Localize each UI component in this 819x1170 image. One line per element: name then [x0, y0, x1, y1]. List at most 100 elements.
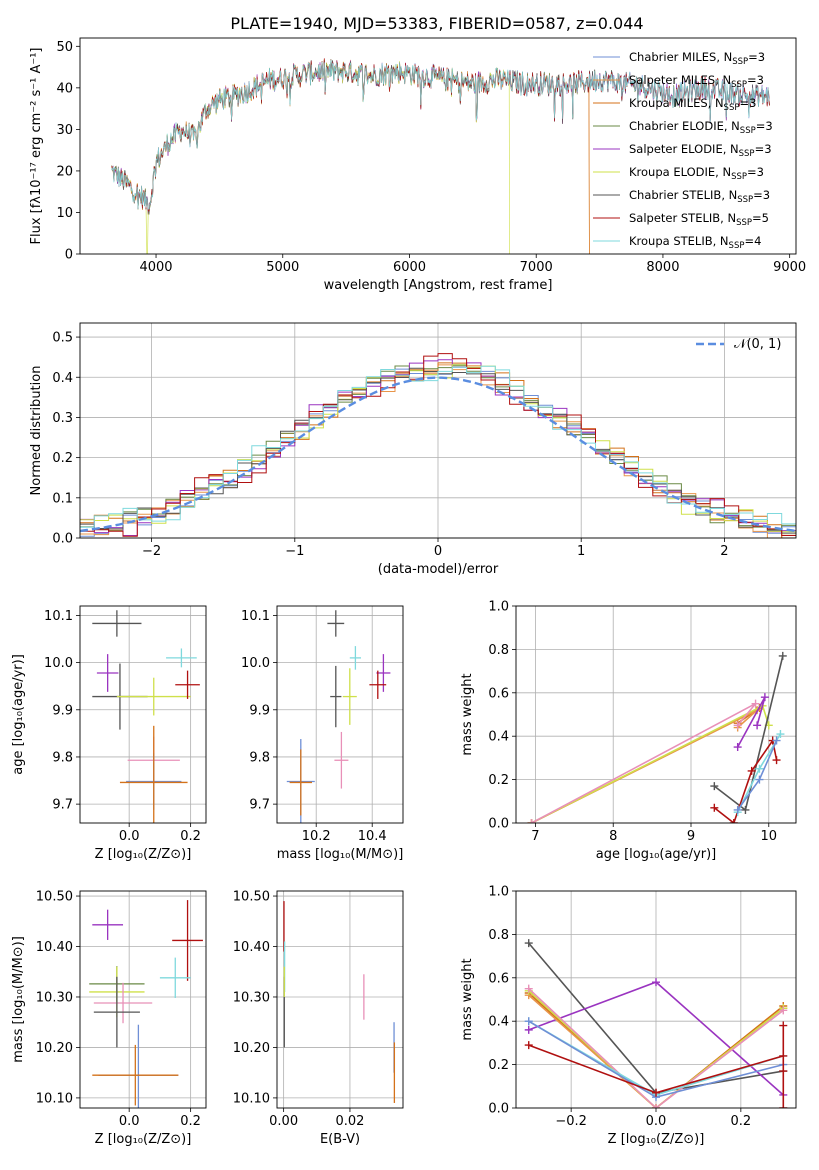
legend-entry: Kroupa ELODIE, NSSP=3 — [629, 165, 764, 182]
legend-entry: Kroupa STELIB, NSSP=4 — [629, 234, 761, 251]
y-axis-label: mass [log₁₀(M/M⊙)] — [11, 936, 26, 1063]
legend-entry: 𝒩(0, 1) — [734, 337, 781, 352]
weight-marker — [524, 1025, 533, 1034]
y-tick-label: 0.3 — [52, 411, 73, 426]
y-tick-label: 10.40 — [233, 940, 270, 955]
x-tick-label: 6000 — [393, 260, 426, 275]
x-tick-label: −1 — [285, 544, 304, 559]
x-tick-label: 8000 — [646, 260, 679, 275]
axes-frame — [515, 890, 797, 1109]
x-tick-label: 0 — [434, 544, 442, 559]
y-tick-label: 9.7 — [249, 798, 270, 813]
weight-marker — [652, 978, 660, 987]
weight-marker — [729, 819, 738, 823]
weight-marker — [772, 756, 781, 765]
plot-area — [111, 58, 770, 254]
weight-line — [736, 696, 766, 748]
y-tick-label: 10.0 — [44, 656, 73, 671]
weight-marker — [747, 766, 756, 775]
grid — [516, 605, 796, 824]
y-tick-label: 0.6 — [488, 971, 509, 986]
x-tick-label: −2 — [142, 544, 161, 559]
y-tick-label: 0.2 — [488, 773, 509, 788]
y-tick-label: 10.50 — [233, 890, 270, 905]
x-tick-label: 0.0 — [646, 1114, 667, 1129]
axes-frame — [276, 605, 404, 824]
y-tick-label: 1.0 — [488, 885, 509, 900]
legend-entry: Salpeter MILES, NSSP=3 — [629, 73, 764, 90]
y-tick-label: 0.0 — [52, 532, 73, 547]
axes-frame — [79, 605, 207, 824]
normal-curve — [80, 376, 796, 533]
weight-line — [528, 992, 784, 1108]
x-axis-label: wavelength [Angstrom, rest frame] — [324, 278, 553, 293]
x-tick-label: 10 — [761, 829, 778, 844]
axes-frame — [79, 890, 207, 1109]
y-tick-label: 9.9 — [249, 703, 270, 718]
x-tick-label: 0.02 — [335, 1114, 364, 1129]
grid — [277, 891, 403, 1108]
spectrum-line — [111, 60, 770, 210]
y-axis-label: age [log₁₀(age/yr)] — [11, 654, 26, 775]
weight-marker — [778, 651, 787, 660]
y-axis-label: Normed distribution — [29, 366, 44, 496]
grid — [277, 606, 403, 823]
panel-residuals: −2 −1 0 1 2 0.0 0.1 0.2 0.3 0.4 0.5 (data-model)/er… — [29, 322, 797, 577]
x-axis-label: Z [log₁₀(Z/Z⊙)] — [608, 1132, 705, 1147]
y-tick-label: 9.9 — [52, 703, 73, 718]
x-tick-label: 0.2 — [180, 1114, 201, 1129]
weight-marker — [652, 1088, 660, 1097]
weight-marker — [760, 693, 769, 702]
legend: Chabrier MILES, NSSP=3 Salpeter MILES, NS… — [593, 50, 773, 251]
y-tick-label: 50 — [56, 40, 73, 55]
x-axis-label: age [log₁₀(age/yr)] — [596, 847, 717, 862]
panel-mass_vs_EBV: 0.00 0.02 10.10 10.20 10.30 10.40 10.50 E(B-V) — [233, 890, 404, 1147]
legend-entry: Chabrier ELODIE, NSSP=3 — [629, 119, 773, 136]
weight-marker — [776, 730, 785, 739]
weight-marker — [779, 1021, 788, 1030]
weight-marker — [779, 1104, 788, 1108]
y-tick-label: 0.5 — [52, 331, 73, 346]
y-tick-label: 10.20 — [36, 1041, 73, 1056]
axes-frame — [276, 890, 404, 1109]
x-tick-label: 5000 — [266, 260, 299, 275]
y-axis-label: mass weight — [460, 673, 475, 755]
legend-entry: Chabrier STELIB, NSSP=3 — [629, 188, 770, 205]
panel-massweight_vs_age: 7 8 9 10 0.0 0.2 0.4 0.6 0.8 1.0 age [log₁₀(age/yr… — [460, 600, 797, 862]
legend-entry: Chabrier MILES, NSSP=3 — [629, 50, 765, 67]
weight-marker — [527, 819, 536, 823]
weight-marker — [733, 721, 742, 730]
y-tick-label: 10.10 — [233, 1091, 270, 1106]
y-tick-label: 10.50 — [36, 890, 73, 905]
plot-area — [524, 939, 788, 1108]
x-tick-label: 0.0 — [119, 1114, 140, 1129]
panel-spectrum: 4000 5000 6000 7000 8000 9000 0 10 20 30 40 50 wavel… — [29, 37, 806, 293]
x-tick-label: 8 — [609, 829, 617, 844]
plot-area — [89, 900, 203, 1108]
y-tick-label: 10.0 — [241, 656, 270, 671]
spectrum-line — [111, 60, 510, 254]
y-tick-label: 0 — [65, 248, 73, 263]
axes-frame — [79, 322, 797, 539]
weight-marker — [524, 1041, 533, 1050]
y-tick-label: 0.1 — [52, 491, 73, 506]
x-tick-label: 7 — [531, 829, 539, 844]
grid — [80, 891, 206, 1108]
y-tick-label: 30 — [56, 123, 73, 138]
x-tick-label: 4000 — [139, 260, 172, 275]
panel-age_vs_mass: 10.2 10.4 9.7 9.8 9.9 10.0 10.1 mass [log₁₀(M/M… — [241, 605, 404, 862]
x-tick-label: −0.2 — [555, 1114, 587, 1129]
y-tick-label: 10.30 — [36, 990, 73, 1005]
weight-marker — [779, 1067, 788, 1076]
weight-marker — [733, 743, 742, 752]
grid — [80, 606, 206, 823]
y-tick-label: 10.30 — [233, 990, 270, 1005]
panel-age_vs_Z: 0.0 0.2 9.7 9.8 9.9 10.0 10.1 Z [log₁₀(Z/Z⊙)] ag… — [11, 605, 207, 862]
y-tick-label: 9.8 — [52, 750, 73, 765]
plot-area — [286, 610, 391, 823]
weight-marker — [652, 1104, 660, 1108]
plot-area — [80, 353, 796, 538]
y-tick-label: 10.10 — [36, 1091, 73, 1106]
x-axis-label: Z [log₁₀(Z/Z⊙)] — [95, 1132, 192, 1147]
y-tick-label: 40 — [56, 81, 73, 96]
